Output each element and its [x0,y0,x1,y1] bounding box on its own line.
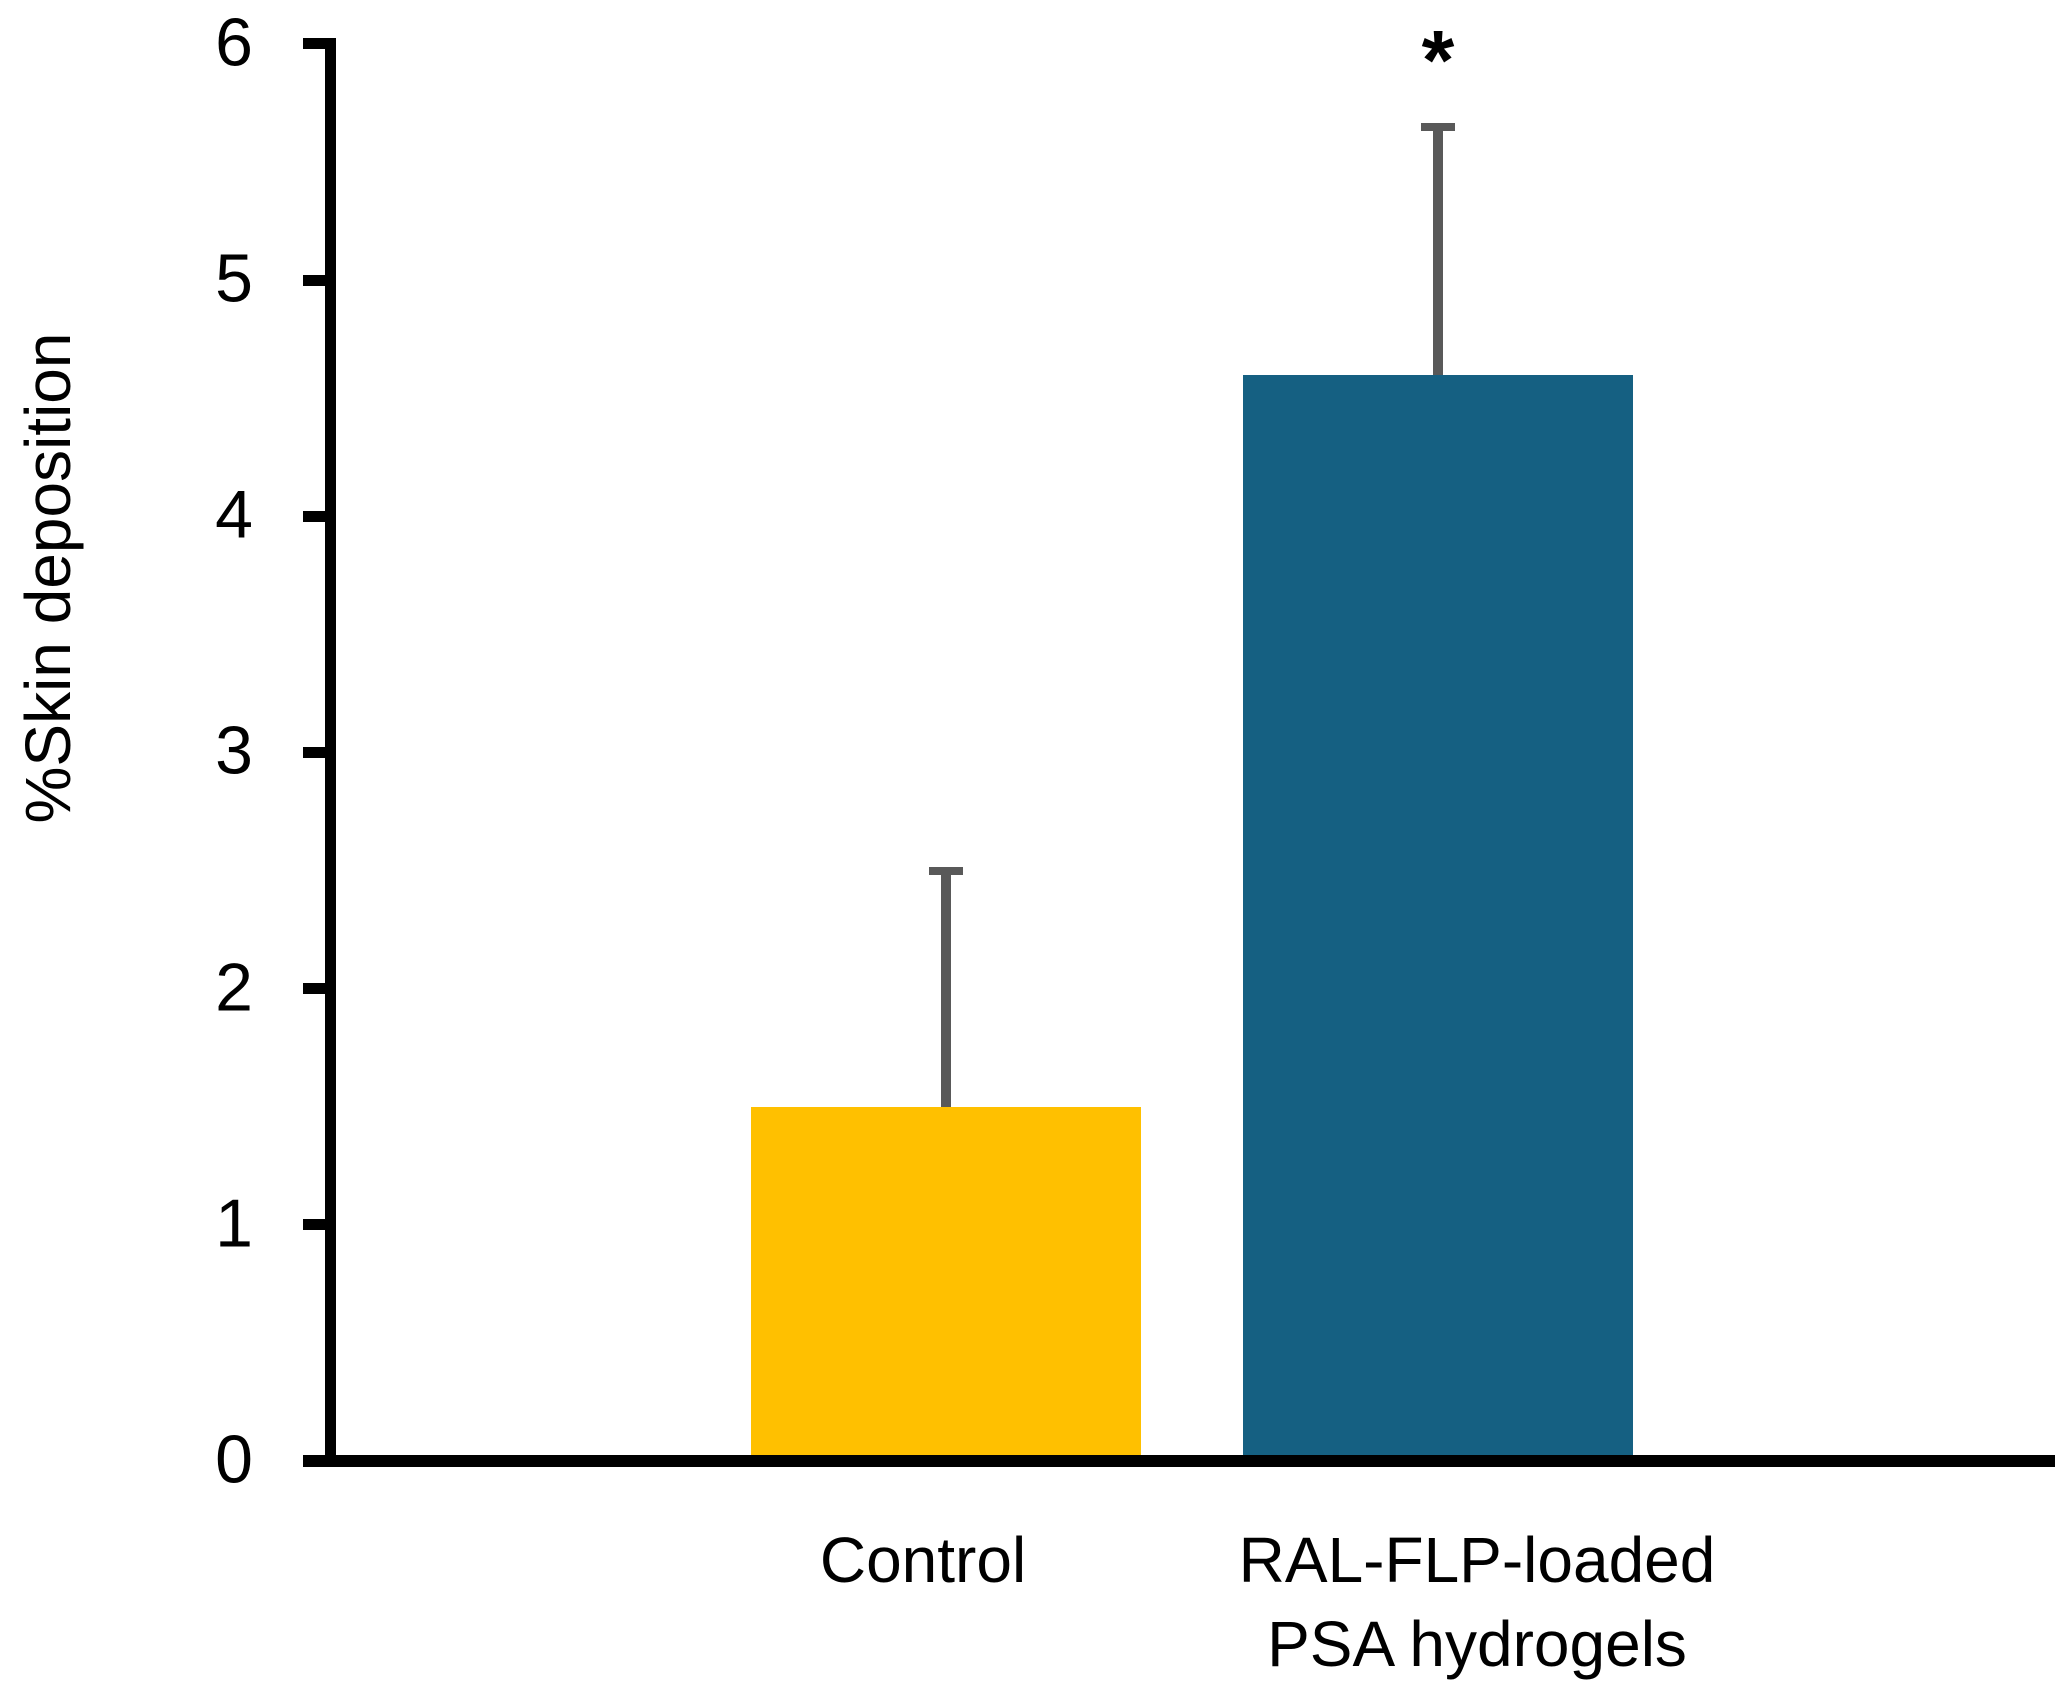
bar [1243,374,1633,1455]
y-tick [303,38,325,50]
category-label-line: PSA hydrogels [1267,1608,1687,1680]
y-axis-line [325,38,336,1467]
y-tick-label: 0 [215,1421,253,1498]
category-label-line: Control [819,1524,1027,1596]
y-tick-label: 6 [215,4,253,81]
bar [751,1106,1141,1455]
y-tick [303,1455,325,1467]
y-tick [303,746,325,758]
y-tick [303,510,325,522]
category-label-line: RAL-FLP-loaded [1238,1524,1716,1596]
error-bar-stem [1433,122,1443,375]
y-axis-title: %Skin deposition [12,332,84,824]
y-tick [303,983,325,995]
significance-asterisk: * [1421,13,1455,107]
y-tick [303,274,325,286]
y-tick-label: 3 [215,713,253,790]
y-tick-label: 4 [215,476,253,553]
y-tick-label: 5 [215,240,253,317]
y-tick-label: 1 [215,1185,253,1262]
category-label: RAL-FLP-loaded PSA hydrogels [1239,1518,1716,1685]
error-bar-stem [941,866,951,1107]
y-tick [303,1219,325,1231]
category-label: Control [820,1518,1026,1602]
y-tick-label: 2 [215,949,253,1026]
x-axis-line [303,1455,2055,1467]
